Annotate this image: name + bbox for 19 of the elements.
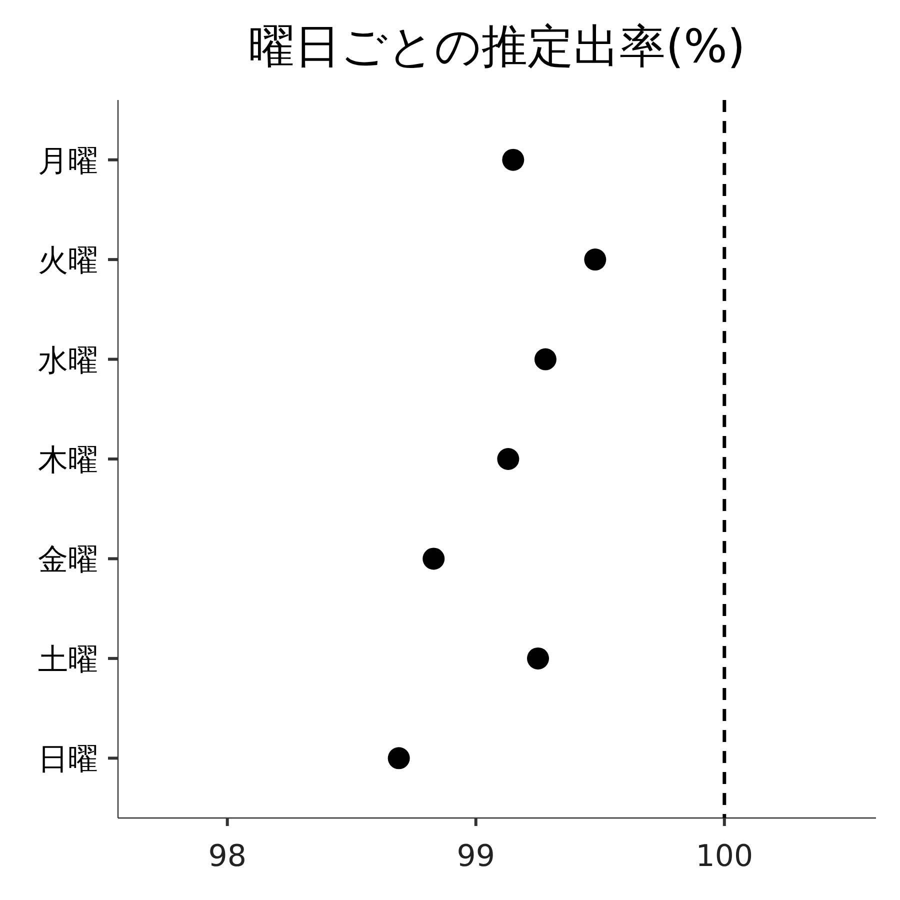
y-tick-label: 土曜 — [38, 642, 98, 678]
point — [527, 647, 550, 670]
point — [497, 448, 520, 470]
point — [584, 248, 606, 271]
y-tick-label: 金曜 — [38, 542, 98, 578]
y-tick-label: 水曜 — [38, 343, 98, 378]
x-tick-label: 100 — [696, 839, 754, 874]
plot: 98 99 100 月曜 火曜 水曜 木曜 金曜 土曜 日曜 — [38, 100, 876, 874]
point — [422, 548, 445, 570]
point — [502, 148, 524, 171]
point — [388, 747, 410, 770]
x-tick-label: 99 — [456, 839, 495, 874]
y-tick-label: 火曜 — [38, 244, 98, 279]
y-tick-label: 月曜 — [38, 144, 98, 179]
point — [534, 348, 556, 370]
chart-title: 曜日ごとの推定出率(%) — [248, 19, 746, 73]
x-tick-label: 98 — [208, 839, 246, 874]
y-tick-label: 日曜 — [38, 742, 98, 778]
y-tick-label: 木曜 — [38, 443, 98, 478]
